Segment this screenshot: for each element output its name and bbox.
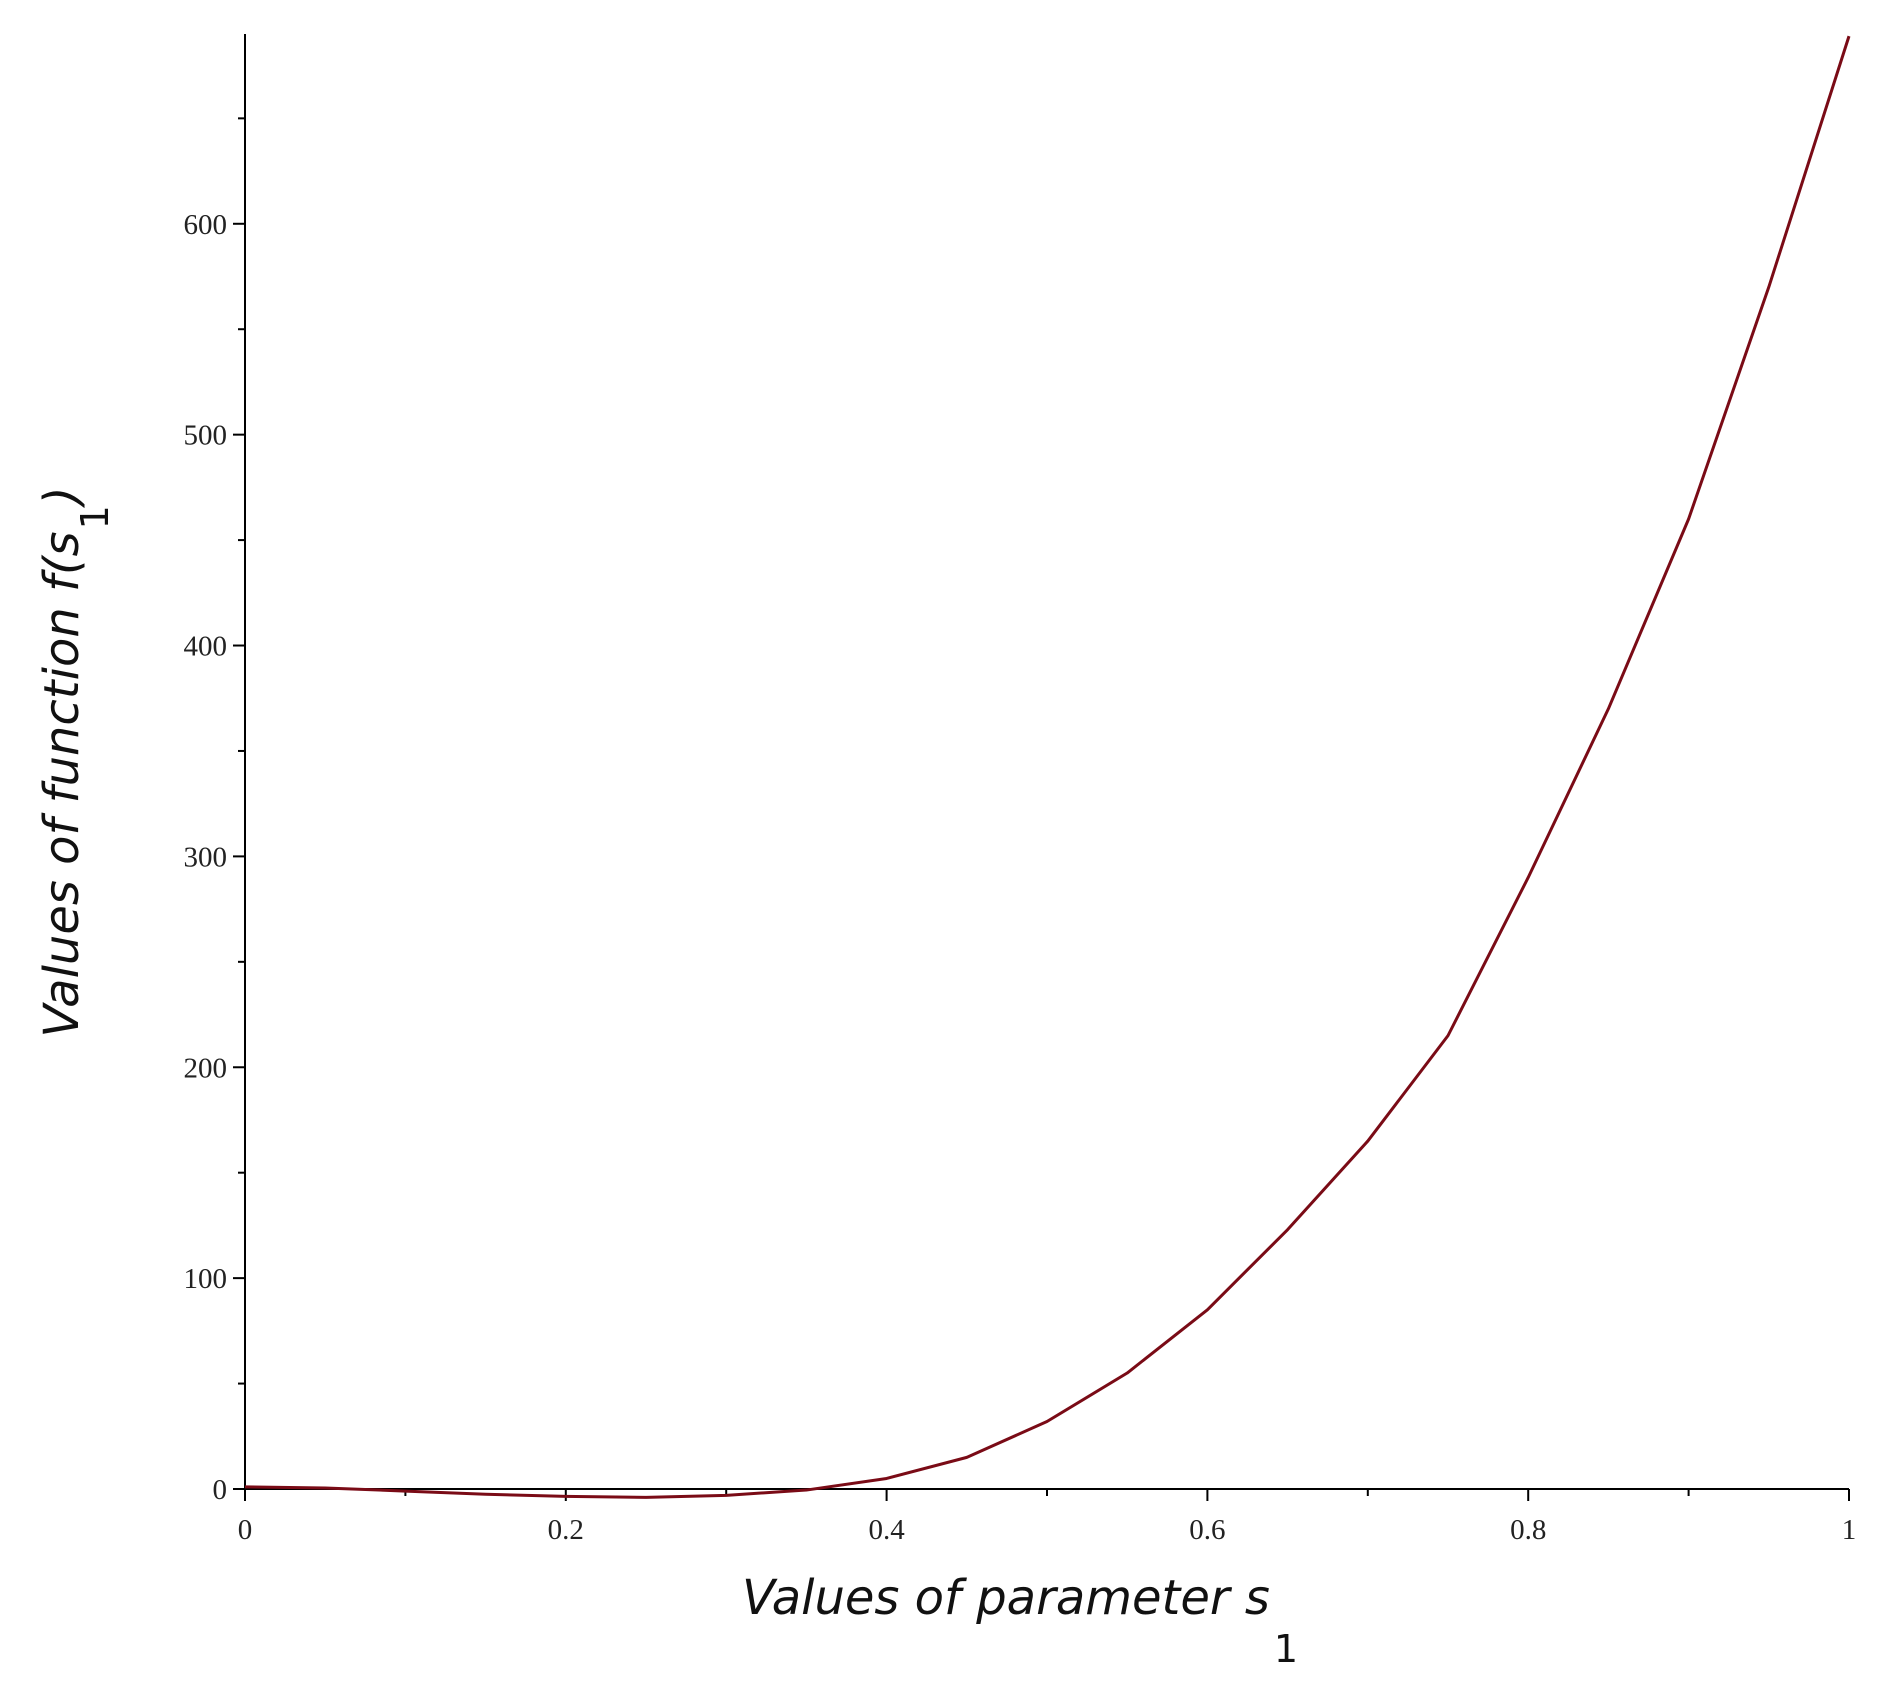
curve bbox=[244, 35, 1851, 1499]
y-label-suffix: ) bbox=[34, 486, 90, 508]
y-tick-label: 0 bbox=[213, 1474, 228, 1506]
x-tick-label: 0.4 bbox=[868, 1514, 905, 1546]
y-tick-label: 400 bbox=[184, 631, 228, 663]
y-tick-label: 100 bbox=[184, 1263, 228, 1295]
y-axis-label: Values of function f(s1) bbox=[34, 486, 117, 1037]
y-label-subscript: 1 bbox=[73, 505, 117, 529]
x-label-text: Values of parameter s bbox=[742, 1570, 1270, 1626]
x-tick-label: 1 bbox=[1842, 1514, 1857, 1546]
y-label-text: Values of function f(s bbox=[34, 531, 90, 1037]
x-tick-label: 0.6 bbox=[1189, 1514, 1225, 1546]
y-tick-label: 500 bbox=[184, 420, 228, 452]
x-tick-label: 0 bbox=[238, 1514, 253, 1546]
y-tick-label: 600 bbox=[184, 209, 228, 241]
x-label-subscript: 1 bbox=[1274, 1627, 1298, 1671]
x-axis-label: Values of parameter s1 bbox=[742, 1570, 1298, 1671]
y-tick-label: 200 bbox=[184, 1052, 228, 1084]
y-tick-label: 300 bbox=[184, 841, 228, 873]
x-tick-label: 0.2 bbox=[548, 1514, 584, 1546]
x-tick-label: 0.8 bbox=[1510, 1514, 1546, 1546]
